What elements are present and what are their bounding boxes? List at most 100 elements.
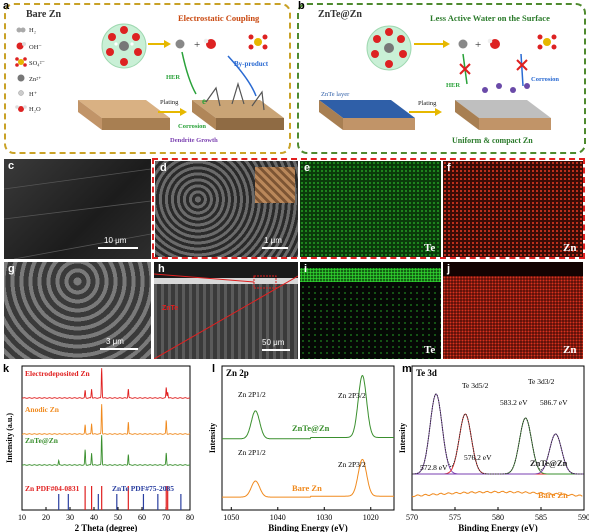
xrd-chart: 10 20 30 40 50 60 70 80 2 Theta (degree) Intensit… xyxy=(5,365,194,532)
eds-map-te-i xyxy=(300,262,441,359)
panel-b-frame xyxy=(297,3,586,154)
uniform-label: Uniform & compact Zn xyxy=(452,136,533,145)
series-label-0: Electrodeposited Zn xyxy=(25,369,90,378)
peak-label: Zn 2P1/2 xyxy=(238,390,266,399)
panel-m-label: m xyxy=(402,363,412,375)
x-tick-label: 1040 xyxy=(270,513,286,522)
zn-atom-icon xyxy=(175,39,185,49)
series-label-znte: ZnTe@Zn xyxy=(292,423,330,433)
scale-label-d: 1 μm xyxy=(264,236,282,245)
series-line-0 xyxy=(222,374,394,440)
x-axis-label: Binding Energy (eV) xyxy=(268,523,348,532)
x-tick-label: 1050 xyxy=(223,513,239,522)
y-axis-label: Intensity (a.u.) xyxy=(5,413,14,463)
panel-c-label: c xyxy=(8,160,15,172)
x-tick-label: 570 xyxy=(406,513,418,522)
znte-slab-icon xyxy=(319,100,415,130)
y-axis-label: Intensity xyxy=(398,423,407,453)
x-tick-label: 585 xyxy=(535,513,547,522)
chart-title: Zn 2p xyxy=(226,368,249,378)
svg-text:+: + xyxy=(475,39,481,51)
element-label-j: Zn xyxy=(563,344,577,356)
legend-so4-label: SO₄²⁻ xyxy=(29,60,45,67)
peak-label: Zn 2P3/2 xyxy=(338,391,366,400)
peak-label: 572.8 eV xyxy=(420,463,448,472)
panel-h-label: h xyxy=(158,263,165,275)
chart-title: Te 3d xyxy=(416,368,437,378)
her-blocked-label: HER xyxy=(446,82,461,89)
y-axis-label: Intensity xyxy=(208,423,217,453)
panel-k-label: k xyxy=(3,363,10,375)
her-arrow-icon xyxy=(181,51,197,95)
legend-h-icon xyxy=(18,90,24,96)
corroded-zn-slab-icon xyxy=(192,81,284,130)
sem-image-c xyxy=(4,159,151,259)
scale-label-c: 10 μm xyxy=(104,236,127,245)
scale-bar-h xyxy=(262,349,290,351)
panel-b-subtitle: Less Active Water on the Surface xyxy=(430,13,550,23)
uniform-zn-slab-icon xyxy=(455,83,551,130)
sem-image-d xyxy=(155,161,298,257)
peak-label: Te 3d5/2 xyxy=(462,381,489,390)
panel-j-label: j xyxy=(447,263,451,275)
photo-inset xyxy=(255,167,295,203)
x-tick-label: 590 xyxy=(578,513,589,522)
x-axis-label: Binding Energy (eV) xyxy=(458,523,538,532)
legend-so4-icon xyxy=(15,57,27,67)
peak-label: Zn 2P3/2 xyxy=(338,460,366,469)
series-label-bare: Bare Zn xyxy=(292,483,322,493)
electron-label: e xyxy=(202,96,206,106)
x-tick-label: 50 xyxy=(114,513,122,522)
sulfate-icon xyxy=(537,34,557,50)
panel-f-label: f xyxy=(447,162,451,174)
byproduct-label: By-product xyxy=(234,60,269,68)
series-line-2 xyxy=(22,435,191,466)
panel-a-schematic: + xyxy=(15,23,284,130)
reference-label-znte: ZnTe PDF#75-2085 xyxy=(112,484,174,493)
scale-bar-c xyxy=(98,247,138,249)
legend-zn-icon xyxy=(17,74,25,82)
panel-e-label: e xyxy=(304,162,311,174)
legend-h-label: H⁺ xyxy=(29,91,38,98)
element-label-i: Te xyxy=(424,344,436,356)
plating-b-label: Plating xyxy=(418,100,437,107)
solvation-sheath-icon xyxy=(101,23,147,69)
panel-g-label: g xyxy=(8,263,15,275)
series-line-0 xyxy=(412,393,584,475)
corrosion-label: Corrosion xyxy=(178,123,207,130)
solvation-sheath-icon xyxy=(366,25,412,71)
xps-zn-chart: 1050 1040 1030 1020 Binding Energy (eV) Inten… xyxy=(208,365,395,532)
legend-h2-label: H₂ xyxy=(29,27,36,34)
eds-map-zn-j xyxy=(443,262,583,359)
eds-map-zn-f xyxy=(443,161,583,257)
x-tick-label: 40 xyxy=(90,513,98,522)
plot-frame xyxy=(21,365,191,511)
legend-h2o-label: H₂O xyxy=(29,106,41,113)
x-tick-label: 1020 xyxy=(363,513,379,522)
scale-label-h: 50 μm xyxy=(262,338,285,347)
eds-map-te-e xyxy=(300,161,441,257)
panel-a-title: Bare Zn xyxy=(26,9,62,20)
legend-zn-label: Zn²⁺ xyxy=(29,76,42,83)
x-tick-label: 70 xyxy=(162,513,170,522)
znte-layer-label: ZnTe layer xyxy=(321,91,350,98)
dendrite-label: Dendrite Growth xyxy=(170,137,218,144)
x-tick-label: 580 xyxy=(492,513,504,522)
series-label-bare: Bare Zn xyxy=(538,490,568,500)
blocked-her-icon xyxy=(459,63,471,75)
legend-h2o-icon xyxy=(15,105,27,112)
legend-h2-icon xyxy=(16,27,26,33)
panel-d-label: d xyxy=(160,162,167,174)
x-tick-label: 575 xyxy=(449,513,461,522)
corrosion-blocked-label: Corrosion xyxy=(531,76,560,83)
series-label-2: ZnTe@Zn xyxy=(25,436,59,445)
plating-label: Plating xyxy=(160,99,179,106)
series-line-0 xyxy=(22,368,191,399)
scale-label-g: 3 μm xyxy=(106,337,124,346)
x-tick-label: 10 xyxy=(18,513,26,522)
element-label-e: Te xyxy=(424,242,436,254)
element-label-f: Zn xyxy=(563,242,577,254)
panel-b-title: ZnTe@Zn xyxy=(318,9,362,20)
series-line-1 xyxy=(22,404,191,435)
panel-l-label: l xyxy=(212,363,216,375)
